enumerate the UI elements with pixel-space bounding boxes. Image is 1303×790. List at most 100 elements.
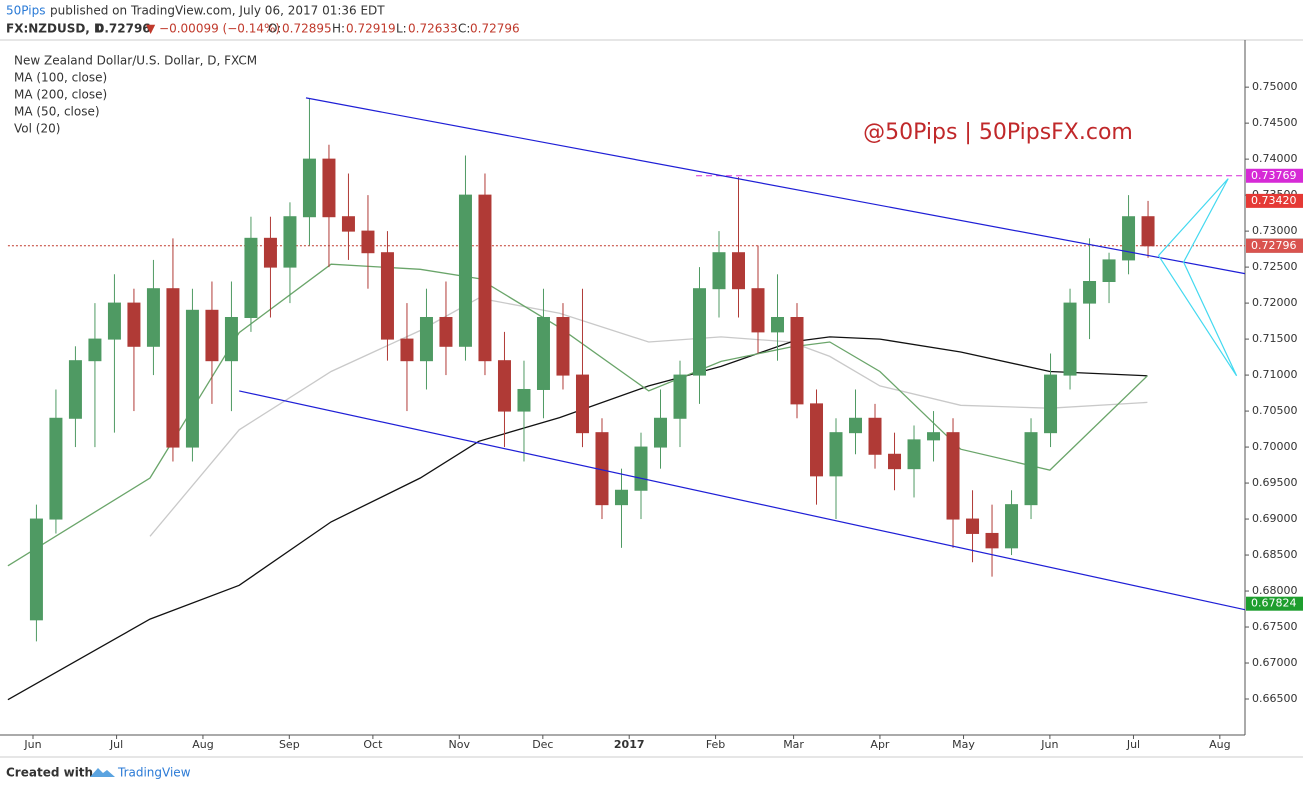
candle-body [49,417,63,520]
y-tick-label: 0.71000 [1252,368,1298,381]
candle-body [439,316,453,347]
y-tick-label: 0.67500 [1252,620,1298,633]
candle-body [927,432,941,441]
candle-body [322,158,336,218]
price-label-box [1246,193,1303,208]
y-tick-label: 0.75000 [1252,80,1298,93]
x-tick-label: Dec [532,738,553,751]
candle-body [868,417,882,455]
candle-body [653,417,667,448]
candle-body [380,252,394,340]
close: 0.72796 [470,22,520,36]
candle-body [966,518,980,534]
candle-body [829,432,843,477]
y-tick-label: 0.69000 [1252,512,1298,525]
y-tick-label: 0.72000 [1252,296,1298,309]
candle-body [673,374,687,419]
subtitle: New Zealand Dollar/U.S. Dollar, D, FXCM [14,54,257,68]
low: 0.72633 [408,22,458,36]
y-tick-label: 0.73000 [1252,224,1298,237]
candle-body [810,403,824,477]
candle-body [361,230,375,254]
author[interactable]: 50Pips [6,4,45,18]
candle-body [458,194,472,347]
candle-body [1141,216,1155,247]
change: ▼ −0.00099 (−0.14%) [146,22,280,36]
candle-body [302,158,316,218]
candle-body [536,316,550,390]
candle-body [692,288,706,376]
moving-average [149,297,1148,537]
y-tick-label: 0.74500 [1252,116,1298,129]
price-label-box [1246,238,1303,253]
tradingview-logo [90,768,115,777]
candle-body [575,374,589,434]
x-tick-label: Jul [109,738,123,751]
candle-body [224,316,238,362]
high: 0.72919 [346,22,396,36]
low-label: L: [396,22,407,36]
candle-body [517,388,531,412]
candle-body [263,237,277,268]
candle-body [68,360,82,419]
candle-body [946,432,960,520]
legend-entry: MA (200, close) [14,88,107,102]
candle-body [1122,216,1136,261]
candle-body [1063,302,1077,376]
x-tick-label: Sep [279,738,300,751]
x-tick-label: Jun [1040,738,1058,751]
y-tick-label: 0.66500 [1252,692,1298,705]
price-label-box [1246,168,1303,183]
price-label: 0.72796 [1251,239,1297,252]
candle-body [556,316,570,376]
x-tick-label: Apr [870,738,890,751]
candle-body [712,252,726,290]
candle-body [888,453,902,470]
footer-brand[interactable]: TradingView [117,766,191,780]
x-tick-label: 2017 [614,738,645,751]
candle-body [732,252,745,290]
y-tick-label: 0.68000 [1252,584,1298,597]
trendline [1157,178,1238,377]
x-tick-label: Mar [783,738,804,751]
price: 0.72796 [96,22,151,36]
candle-body [127,302,141,347]
published: published on TradingView.com, July 06, 2… [50,4,385,18]
candle-body [1005,504,1019,549]
y-tick-label: 0.71500 [1252,332,1298,345]
y-tick-label: 0.70000 [1252,440,1298,453]
open-label: O: [268,22,281,36]
candle-body [419,316,433,362]
trendline [239,390,1246,611]
candle-body [107,302,121,340]
candle-body [29,518,43,621]
candle-body [771,316,785,333]
candle-body [88,338,102,362]
x-tick-label: May [952,738,975,751]
candle-body [185,309,199,448]
candle-body [907,439,921,470]
x-tick-label: Jul [1126,738,1140,751]
candle-body [1083,281,1097,304]
y-tick-label: 0.68500 [1252,548,1298,561]
candle-body [283,216,297,268]
footer-created: Created with [6,766,93,780]
candle-body [497,360,511,412]
y-tick-label: 0.69500 [1252,476,1298,489]
y-tick-label: 0.72500 [1252,260,1298,273]
candle-body [751,288,765,333]
high-label: H: [332,22,345,36]
candle-body [478,194,492,362]
candle-body [849,417,863,434]
candle-body [614,489,628,506]
candle-body [146,288,160,347]
x-tick-label: Aug [192,738,213,751]
x-tick-label: Jun [23,738,41,751]
watermark: @50Pips | 50PipsFX.com [863,120,1133,145]
y-tick-label: 0.74000 [1252,152,1298,165]
x-tick-label: Aug [1209,738,1230,751]
candle-body [1102,259,1116,283]
symbol: FX:NZDUSD, D [6,22,104,36]
